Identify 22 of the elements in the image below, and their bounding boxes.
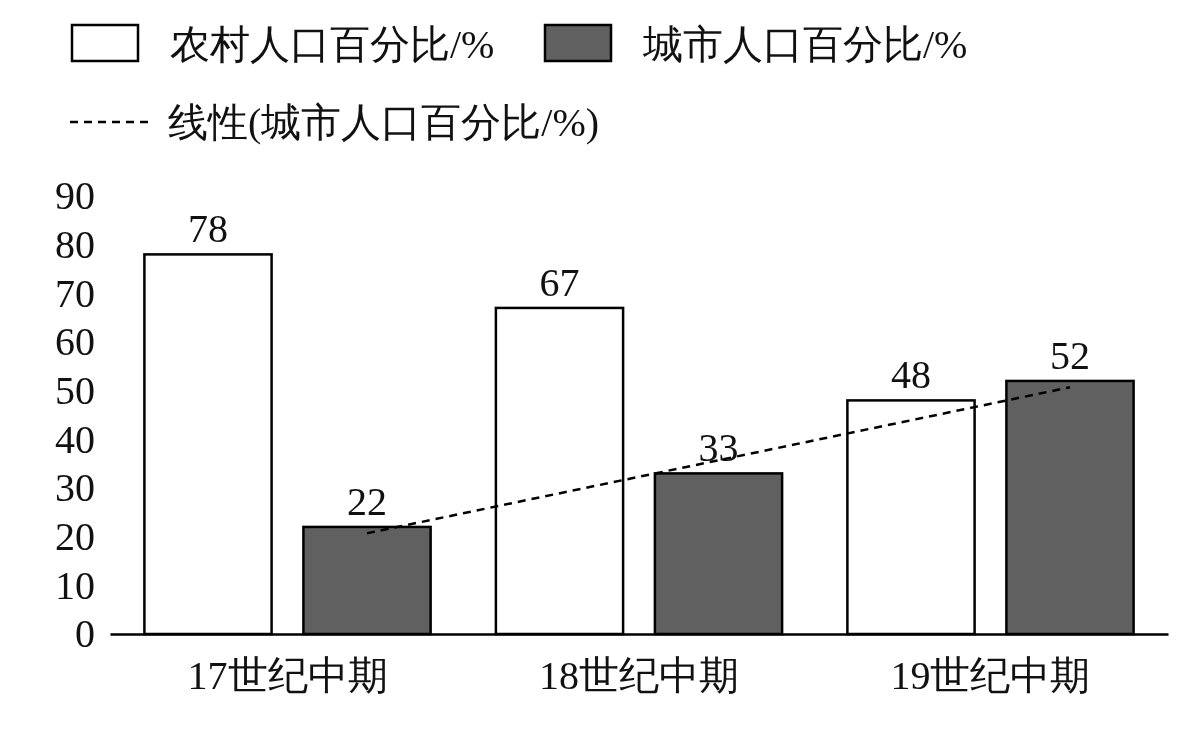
data-label: 67 [539, 259, 580, 305]
y-tick-label: 80 [55, 221, 95, 267]
legend-label: 农村人口百分比/% [170, 22, 495, 67]
y-tick-label: 20 [55, 513, 95, 559]
y-tick-label: 50 [55, 367, 95, 413]
y-tick-label: 10 [55, 562, 95, 608]
x-tick-label: 18世纪中期 [539, 653, 739, 698]
y-tick-label: 70 [55, 270, 95, 316]
y-tick-label: 60 [55, 319, 95, 365]
data-label: 52 [1050, 332, 1090, 378]
legend-label: 线性(城市人口百分比/%) [168, 100, 600, 145]
x-tick-label: 19世纪中期 [890, 653, 1091, 698]
data-label: 78 [188, 206, 228, 252]
data-label: 33 [698, 425, 739, 471]
y-tick-label: 30 [55, 465, 95, 511]
x-tick-label: 17世纪中期 [187, 653, 388, 698]
y-tick-label: 90 [55, 173, 95, 219]
legend-label: 城市人口百分比/% [642, 22, 968, 67]
y-tick-label: 40 [55, 416, 95, 462]
data-label: 22 [347, 478, 388, 524]
y-tick-label: 0 [75, 611, 95, 657]
data-label: 48 [890, 352, 931, 398]
